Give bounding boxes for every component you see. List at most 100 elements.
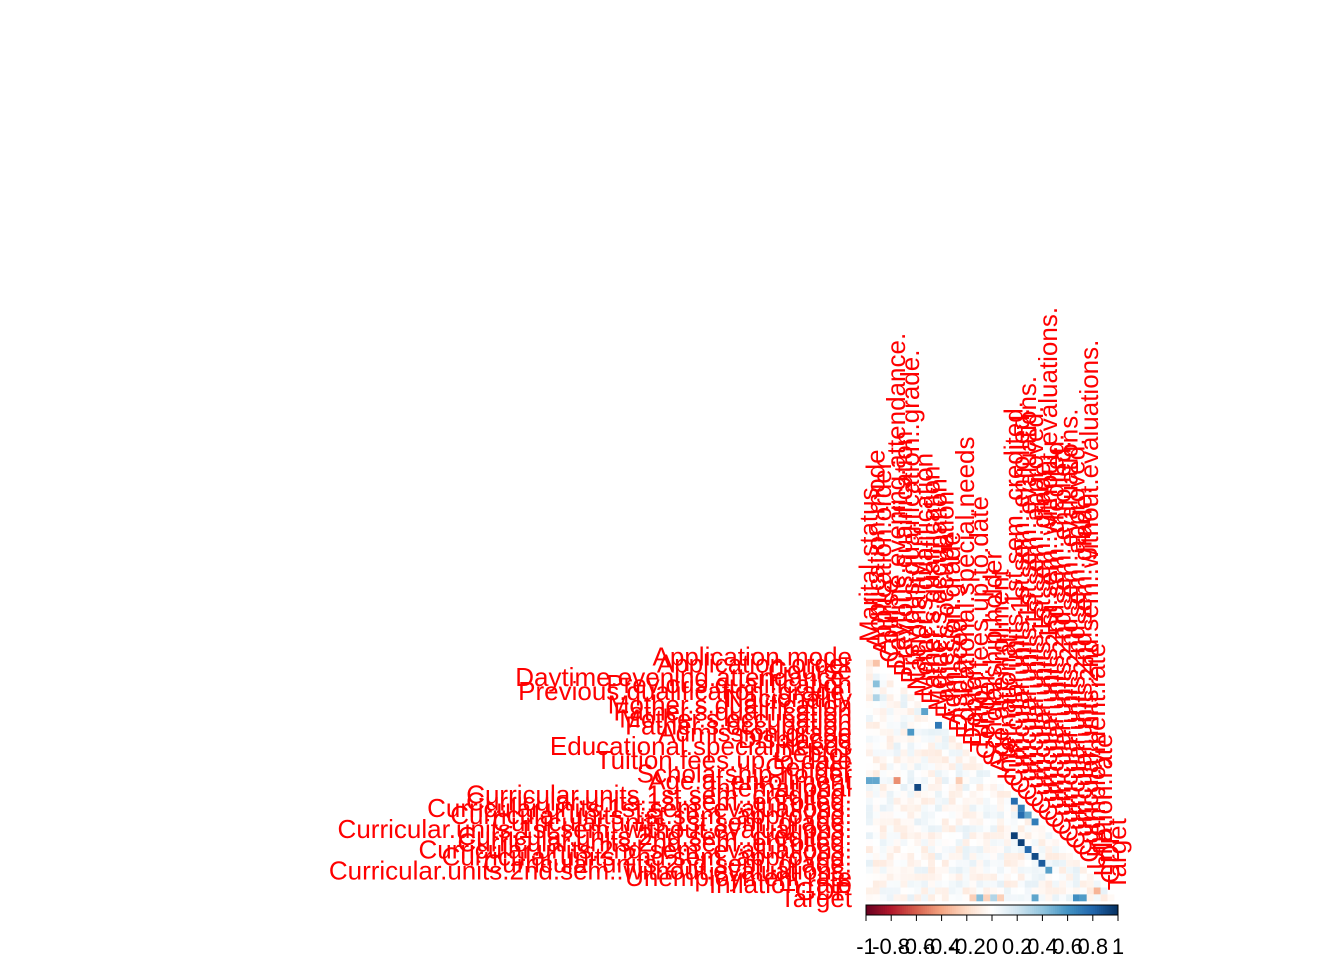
heatmap-cell (1010, 873, 1018, 881)
heatmap-cell (914, 770, 922, 778)
heatmap-cell (962, 777, 970, 784)
heatmap-cell (1024, 832, 1032, 840)
heatmap-cell (886, 701, 894, 709)
colorbar-segment (910, 905, 913, 915)
row-label: Debtor (774, 738, 852, 768)
heatmap-cell (866, 887, 873, 895)
heatmap-cell (879, 666, 887, 674)
heatmap-cell (1045, 846, 1053, 853)
heatmap-cell (921, 866, 929, 874)
colorbar-segment (1004, 905, 1008, 915)
heatmap-cell (1045, 873, 1053, 881)
heatmap-cell (866, 804, 873, 812)
heatmap-cell (1059, 894, 1067, 902)
heatmap-cell (997, 804, 1004, 812)
row-label: Curricular.units.1st.sem..without.evalua… (338, 814, 852, 844)
heatmap-cell (962, 763, 970, 771)
heatmap-cell (866, 797, 873, 805)
heatmap-cell (914, 784, 922, 791)
heatmap-cell (893, 763, 901, 771)
column-label: Previous.qualification (888, 431, 918, 677)
heatmap-cell (1031, 846, 1039, 853)
heatmap-cell (900, 708, 908, 715)
heatmap-cell (983, 832, 991, 840)
heatmap-cell (1066, 880, 1073, 888)
colorbar-segment (941, 905, 945, 915)
colorbar-segment (1115, 905, 1119, 915)
heatmap-cell (948, 735, 956, 743)
heatmap-cell (969, 804, 977, 812)
row-label: Course (768, 655, 852, 685)
heatmap-cell (1107, 894, 1115, 902)
colorbar-segment (1017, 905, 1020, 915)
heatmap-cell (1093, 887, 1101, 895)
colorbar-segment (905, 905, 909, 915)
column-label: Curricular.units.2nd.sem..enrolled. (1047, 441, 1077, 836)
heatmap-cell (997, 818, 1004, 826)
heatmap-cell (976, 839, 984, 847)
heatmap-cell (914, 887, 922, 895)
heatmap-cell (1073, 880, 1080, 888)
column-label: Curricular.units.2nd.sem..grade. (1067, 487, 1097, 856)
heatmap-cell (879, 721, 887, 729)
heatmap-cell (948, 818, 956, 826)
heatmap-cell (907, 866, 915, 874)
heatmap-cell (907, 763, 915, 771)
heatmap-cell (976, 859, 984, 867)
heatmap-cell (1059, 866, 1067, 874)
column-label: Debtor (957, 667, 987, 745)
heatmap-cell (866, 853, 873, 860)
heatmap-cell (921, 790, 929, 798)
colorbar-segment (1031, 905, 1035, 915)
heatmap-cell (990, 853, 998, 860)
colorbar-segment (1021, 905, 1024, 915)
heatmap-cell (990, 839, 998, 847)
heatmap-cell (997, 880, 1004, 888)
heatmap-cell (928, 763, 935, 771)
heatmap-cell (921, 873, 929, 881)
heatmap-cell (1024, 846, 1032, 853)
heatmap-cell (948, 770, 956, 778)
heatmap-cell (900, 694, 908, 702)
heatmap-cell (969, 832, 977, 840)
heatmap-cell (976, 763, 984, 771)
heatmap-cell (948, 839, 956, 847)
heatmap-cell (948, 832, 956, 840)
heatmap-cell (907, 701, 915, 709)
heatmap-cell (990, 832, 998, 840)
heatmap-cell (1059, 846, 1067, 853)
heatmap-cell (941, 818, 949, 826)
heatmap-cell (1086, 873, 1094, 881)
column-label: Tuition.fees.up.to.date (964, 496, 994, 752)
heatmap-cell (879, 853, 887, 860)
heatmap-cell (990, 873, 998, 881)
heatmap-cell (866, 680, 873, 688)
heatmap-cell (921, 797, 929, 805)
heatmap-cell (990, 784, 998, 791)
row-label: Scholarship.holder (637, 759, 853, 789)
heatmap-cell (879, 749, 887, 757)
heatmap-cell (1017, 873, 1025, 881)
heatmap-cell (866, 790, 873, 798)
heatmap-cell (872, 687, 880, 695)
heatmap-cell (1004, 811, 1011, 819)
heatmap-cell (907, 790, 915, 798)
colorbar-legend: -1-0.8-0.6-0.4-0.2 0 0.20.40.60.8 1 (856, 904, 1124, 959)
heatmap-cell (969, 784, 977, 791)
heatmap-cell (928, 756, 935, 764)
heatmap-cell (941, 784, 949, 791)
heatmap-cell (976, 887, 984, 895)
colorbar-segment (992, 905, 995, 915)
colorbar-segment (935, 905, 938, 915)
column-label: Mother.s.qualification (909, 453, 939, 697)
heatmap-cell (983, 825, 991, 833)
heatmap-cell (997, 846, 1004, 853)
heatmap-cell (1004, 887, 1011, 895)
colorbar-tick-label: -0.6 (897, 934, 935, 959)
colorbar-segment (931, 905, 934, 915)
heatmap-cell (893, 680, 901, 688)
heatmap-cell (921, 825, 929, 833)
heatmap-cell (921, 763, 929, 771)
colorbar-segment (920, 905, 924, 915)
heatmap-cell (983, 777, 991, 784)
